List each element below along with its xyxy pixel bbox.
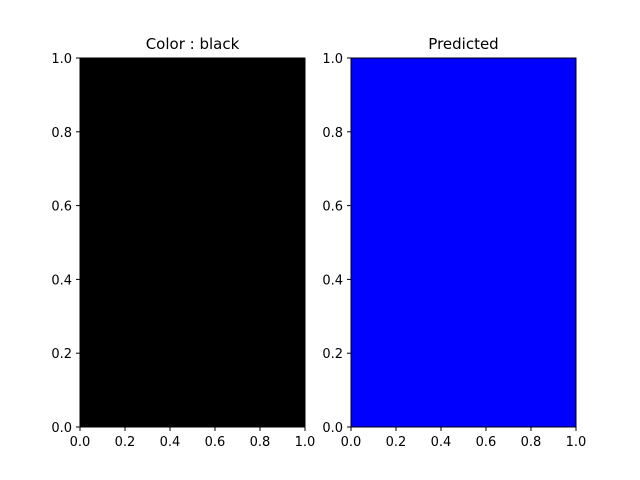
left-chart-panel: Color : black 0.0 0.2 0.4 0.6 0.8 1.0 0.0 0.2 0.4… [51, 35, 315, 450]
right-y-tick-label: 0.2 [322, 347, 343, 362]
left-y-tick-label: 0.4 [51, 273, 72, 288]
right-y-tick-label: 1.0 [322, 52, 343, 67]
right-y-tick-label: 0.8 [322, 126, 343, 141]
right-x-tick-label: 0.8 [521, 435, 542, 450]
left-x-tick-label: 0.6 [205, 435, 226, 450]
right-x-tick-label: 0.0 [341, 435, 362, 450]
left-axes-frame [79, 57, 306, 428]
left-y-tick-label: 1.0 [51, 52, 72, 67]
right-x-tick-label: 1.0 [566, 435, 587, 450]
right-chart-panel: Predicted 0.0 0.2 0.4 0.6 0.8 1.0 0.0 0.2 0.4 0.6 0… [322, 35, 586, 450]
left-x-tick-label: 0.8 [250, 435, 271, 450]
left-y-tick-label: 0.8 [51, 126, 72, 141]
right-y-tick-label: 0.6 [322, 200, 343, 215]
right-x-tick-label: 0.4 [431, 435, 452, 450]
right-y-tick-label: 0.4 [322, 273, 343, 288]
left-x-tick-label: 0.0 [70, 435, 91, 450]
right-x-tick-label: 0.6 [476, 435, 497, 450]
left-x-tick-label: 1.0 [295, 435, 316, 450]
right-y-tick-label: 0.0 [322, 421, 343, 436]
left-y-tick-label: 0.6 [51, 200, 72, 215]
right-x-tick-label: 0.2 [386, 435, 407, 450]
left-x-tick-label: 0.2 [115, 435, 136, 450]
right-image-fill [351, 58, 576, 427]
right-chart-title: Predicted [428, 35, 498, 53]
right-axes-frame [350, 57, 577, 428]
left-chart-title: Color : black [146, 35, 240, 53]
left-image-fill [80, 58, 305, 427]
left-x-tick-label: 0.4 [160, 435, 181, 450]
left-y-tick-label: 0.2 [51, 347, 72, 362]
left-y-tick-label: 0.0 [51, 421, 72, 436]
